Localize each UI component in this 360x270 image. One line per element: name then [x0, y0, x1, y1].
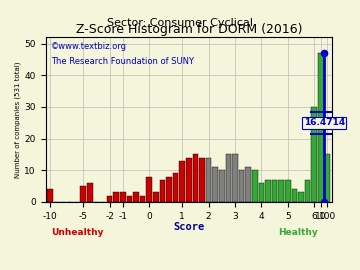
Bar — [87, 183, 93, 202]
Text: Healthy: Healthy — [278, 228, 318, 237]
Bar — [318, 53, 324, 202]
Bar — [153, 193, 159, 202]
Bar — [226, 154, 231, 202]
Bar — [147, 177, 152, 202]
Bar — [272, 180, 278, 202]
Title: Z-Score Histogram for DORM (2016): Z-Score Histogram for DORM (2016) — [76, 23, 302, 36]
Bar — [258, 183, 264, 202]
Bar — [113, 193, 119, 202]
X-axis label: Score: Score — [173, 222, 204, 232]
Text: 16.4714: 16.4714 — [303, 118, 345, 127]
Bar — [311, 107, 317, 202]
Bar — [232, 154, 238, 202]
Bar — [166, 177, 172, 202]
Y-axis label: Number of companies (531 total): Number of companies (531 total) — [15, 61, 22, 178]
Bar — [186, 158, 192, 202]
Bar — [193, 154, 198, 202]
Bar — [239, 170, 244, 202]
Bar — [140, 195, 145, 202]
Text: The Research Foundation of SUNY: The Research Foundation of SUNY — [51, 57, 194, 66]
Bar — [107, 195, 112, 202]
Bar — [252, 170, 258, 202]
Bar — [199, 158, 205, 202]
Bar — [285, 180, 291, 202]
Bar — [159, 180, 165, 202]
Bar — [179, 161, 185, 202]
Bar — [133, 193, 139, 202]
Bar — [325, 154, 330, 202]
Bar — [246, 167, 251, 202]
Bar — [173, 173, 179, 202]
Bar — [265, 180, 271, 202]
Text: Unhealthy: Unhealthy — [51, 228, 104, 237]
Bar — [206, 158, 211, 202]
Bar — [298, 193, 304, 202]
Bar — [127, 195, 132, 202]
Bar — [305, 180, 310, 202]
Bar — [278, 180, 284, 202]
Text: ©www.textbiz.org: ©www.textbiz.org — [51, 42, 127, 51]
Bar — [212, 167, 218, 202]
Text: Sector: Consumer Cyclical: Sector: Consumer Cyclical — [107, 18, 253, 28]
Bar — [292, 189, 297, 202]
Bar — [219, 170, 225, 202]
Bar — [47, 189, 53, 202]
Bar — [80, 186, 86, 202]
Bar — [120, 193, 126, 202]
